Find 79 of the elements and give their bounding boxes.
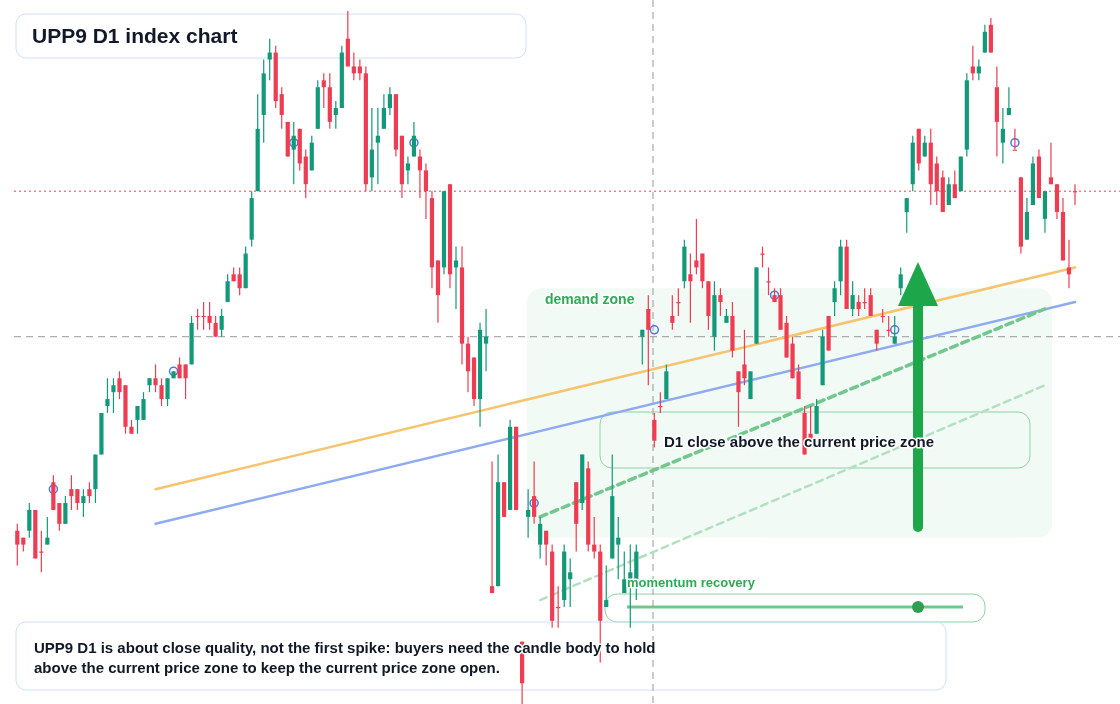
candlestick [982,24,987,54]
candlestick [1000,107,1005,165]
candlestick [622,550,627,594]
candlestick [856,294,861,317]
candlestick [69,474,74,511]
candlestick [640,329,645,366]
candlestick [646,294,651,386]
candlestick [970,45,975,81]
candlestick [946,176,951,206]
point [1010,137,1020,148]
candlestick [63,495,68,525]
text: UPP9 D1 index chart [32,24,238,47]
point [409,137,419,148]
candlestick [165,377,170,407]
candlestick [616,516,621,580]
band-label: demand zone [545,291,635,308]
candlestick [1066,239,1072,289]
candlestick [57,502,62,532]
point [48,484,59,494]
candlestick [279,86,284,130]
candlestick [45,516,50,546]
candlestick [225,273,230,303]
candlestick [1006,86,1011,116]
candlestick [207,301,212,331]
point [168,366,179,377]
candlestick [381,93,386,130]
candlestick [453,246,459,310]
candlestick [850,280,855,317]
candlestick [27,502,32,539]
point [649,325,660,335]
candlestick [15,523,20,566]
candlestick [291,121,296,185]
candlestick [898,266,903,296]
candlestick [976,58,981,81]
candlestick [153,363,158,393]
candlestick [868,287,873,317]
candlestick [952,169,957,199]
candlestick [357,58,362,81]
candlestick [718,287,723,317]
candlestick [75,488,80,511]
candlestick [1048,142,1054,185]
candlestick [321,72,326,109]
candlestick [688,252,693,324]
candlestick [219,308,224,338]
candlestick [568,557,573,608]
candlestick [87,481,92,504]
point [529,498,539,508]
candlestick [237,266,242,296]
candlestick [213,315,218,338]
candlestick [904,197,909,234]
candlestick [387,86,392,116]
candlestick [892,315,897,345]
candlestick [375,107,380,185]
candlestick [333,100,338,130]
candlestick [760,246,765,269]
candlestick [532,460,537,525]
candlestick [81,488,86,518]
candlestick [766,266,771,296]
candlestick [351,51,356,81]
candlestick [526,488,531,539]
candlestick [670,294,675,331]
candlestick [105,377,110,414]
candlestick [159,377,164,407]
candlestick [483,308,489,372]
candlestick [694,218,699,275]
candlestick [417,149,423,199]
candlestick [267,38,272,81]
candlestick [922,135,927,158]
candlestick [604,564,609,608]
candlestick [489,460,495,594]
point [889,325,900,335]
candlestick [832,280,837,317]
candlestick [111,377,116,414]
candlestick [538,516,543,560]
candlestick [652,412,657,449]
candlestick [592,516,597,560]
candlestick [405,155,411,185]
candlestick [411,121,417,158]
candlestick [544,530,549,566]
